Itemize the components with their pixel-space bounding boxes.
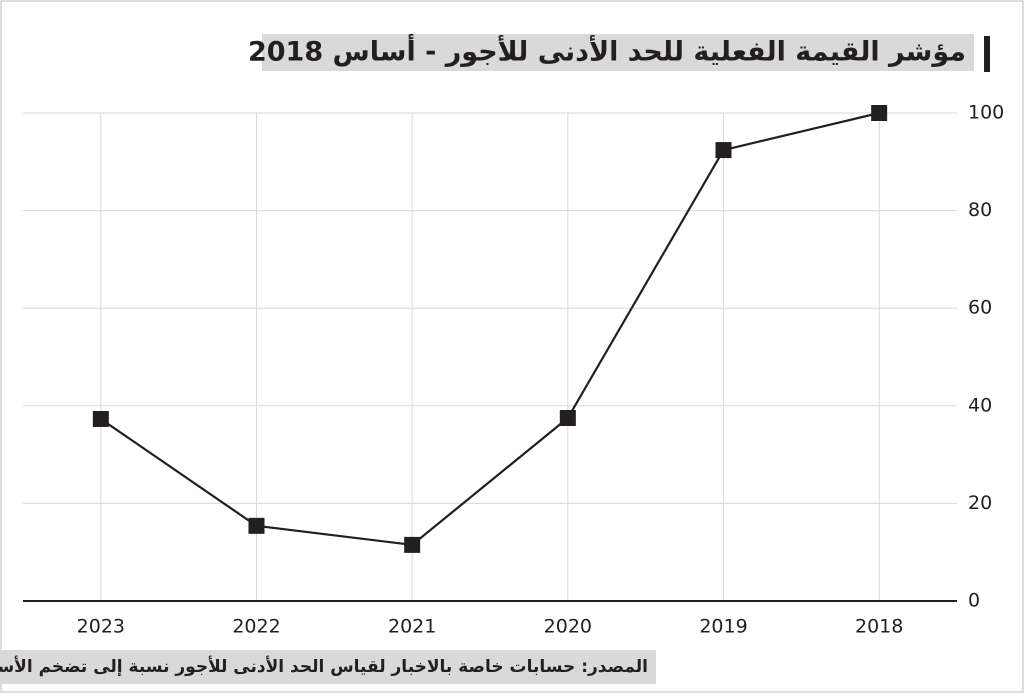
marker (92, 410, 109, 427)
x-tick-label: 2023 (77, 616, 125, 638)
x-tick-label: 2021 (388, 616, 436, 638)
title-bar (984, 36, 990, 72)
title-box (262, 34, 974, 71)
x-tick-label: 2019 (699, 616, 747, 638)
source: المصدر: حسابات خاصة بالاخبار لقياس الحد … (0, 656, 648, 677)
line (100, 111, 880, 547)
marker (248, 517, 265, 534)
y-tick-label: 100 (968, 102, 1004, 124)
x-tick-label: 2020 (544, 616, 592, 638)
marker (404, 536, 421, 553)
y-tick-label: 40 (968, 394, 992, 416)
y-tick-label: 0 (968, 590, 980, 612)
y-tick-label: 60 (968, 297, 992, 319)
chart-title: مؤشر القيمة الفعلية للحد الأدنى للأجور -… (248, 34, 966, 68)
marker (871, 105, 888, 121)
x-tick-label: 2018 (855, 616, 903, 638)
y-tick-label: 80 (968, 199, 992, 221)
marker (559, 410, 576, 426)
y-tick-label: 20 (968, 492, 992, 514)
source-box (0, 650, 656, 684)
x-tick-label: 2022 (232, 616, 280, 638)
marker (715, 142, 732, 159)
